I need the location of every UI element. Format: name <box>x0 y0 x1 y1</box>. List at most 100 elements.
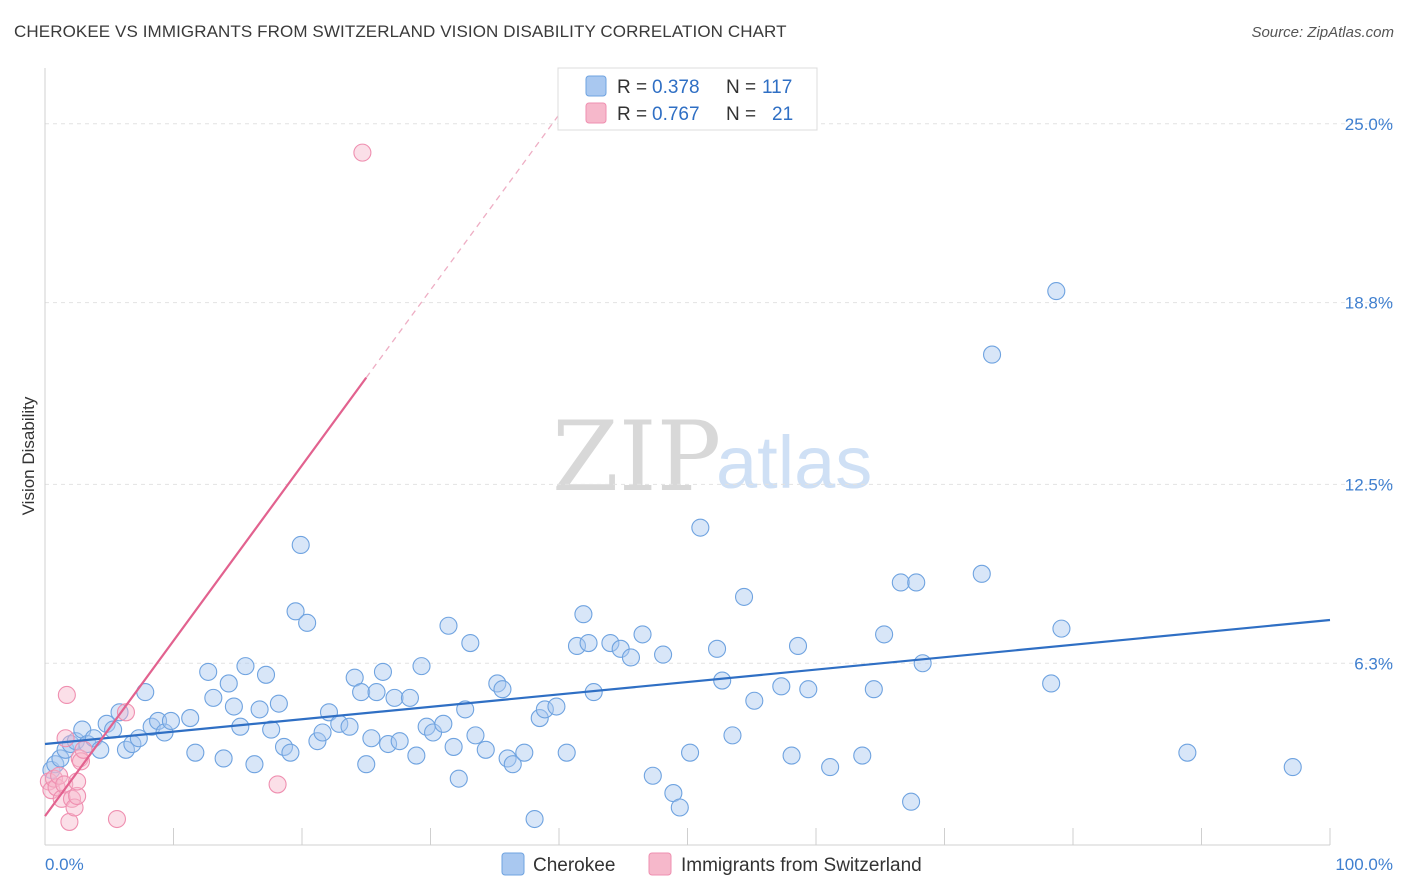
y-tick-label: 6.3% <box>1354 654 1393 673</box>
bottom-legend-label-cherokee: Cherokee <box>533 855 615 876</box>
data-point <box>291 535 310 555</box>
data-point <box>313 723 332 742</box>
data-point <box>574 605 593 624</box>
data-point <box>530 709 549 728</box>
data-point <box>400 688 419 707</box>
series-switzerland <box>39 143 372 831</box>
trend-line-cherokee <box>44 618 1331 746</box>
data-point <box>557 743 576 762</box>
y-tick-labels: 6.3% 12.5% 18.8% 25.0% <box>1345 115 1393 673</box>
data-point <box>821 758 840 777</box>
y-tick-label: 12.5% <box>1345 475 1393 494</box>
data-point <box>407 746 426 765</box>
data-point <box>434 714 453 733</box>
gridlines <box>45 123 1393 664</box>
source-label: Source: ZipAtlas.com <box>1251 24 1394 41</box>
data-point <box>503 755 522 774</box>
y-tick-label: 18.8% <box>1345 294 1393 313</box>
bottom-legend-label-switzerland: Immigrants from Switzerland <box>681 855 922 876</box>
legend-n-label-2: N = <box>726 104 756 125</box>
data-point <box>1042 674 1061 693</box>
data-point <box>972 564 991 583</box>
data-point <box>713 671 732 690</box>
data-point <box>57 685 76 705</box>
data-point <box>161 711 180 730</box>
data-point <box>362 729 381 748</box>
data-point <box>456 700 475 719</box>
watermark-zip: ZIP <box>552 401 721 513</box>
data-point <box>853 746 872 765</box>
data-point <box>268 775 287 794</box>
data-point <box>891 573 910 592</box>
data-point <box>340 717 359 736</box>
trend-line-switzerland <box>44 376 368 817</box>
data-point <box>256 665 276 684</box>
data-point <box>782 746 801 765</box>
data-point <box>902 792 921 811</box>
data-point <box>525 809 544 829</box>
legend: R = 0.378 N = 117 R = 0.767 N = 21 <box>557 67 818 131</box>
legend-swatch-cherokee <box>585 75 607 97</box>
data-point <box>864 680 883 699</box>
data-point <box>390 732 409 751</box>
data-point <box>379 734 398 754</box>
data-point <box>547 697 566 716</box>
data-point <box>353 143 372 162</box>
data-point <box>181 709 200 728</box>
data-point <box>298 613 317 632</box>
data-point <box>488 674 507 693</box>
trend-lines <box>44 108 1331 817</box>
bottom-legend-swatch-switzerland <box>648 852 672 876</box>
data-point <box>269 694 288 713</box>
data-point <box>56 729 75 748</box>
data-point <box>250 700 269 719</box>
data-point <box>633 625 652 644</box>
data-point <box>286 602 305 621</box>
data-point <box>449 769 468 788</box>
data-point <box>498 749 517 768</box>
data-point <box>670 798 689 817</box>
data-point <box>367 683 386 702</box>
data-point <box>224 697 243 716</box>
data-point <box>691 518 710 537</box>
data-point <box>723 726 742 745</box>
y-axis-label: Vision Disability <box>19 396 38 515</box>
data-point <box>50 766 69 785</box>
data-point <box>199 662 218 681</box>
data-point <box>535 700 554 719</box>
legend-swatch-switzerland <box>585 102 607 124</box>
legend-n-label-1: N = <box>726 77 756 98</box>
legend-n-value-2: 21 <box>772 104 793 125</box>
data-point <box>799 680 818 699</box>
trend-line-switzerland-extension <box>365 108 564 379</box>
data-point <box>357 755 376 774</box>
legend-r-label-1: R = <box>617 77 647 98</box>
legend-r-label-2: R = <box>617 104 647 125</box>
data-point <box>204 688 223 707</box>
x-tick-marks <box>173 828 1331 845</box>
data-point <box>643 766 662 785</box>
legend-r-value-1: 0.378 <box>652 77 700 98</box>
data-point <box>734 587 754 606</box>
data-point <box>708 639 727 658</box>
data-point <box>444 737 463 756</box>
bottom-legend: Cherokee Immigrants from Switzerland <box>501 852 922 876</box>
data-point <box>107 809 127 829</box>
data-point <box>913 654 932 673</box>
data-point <box>654 645 673 664</box>
data-point <box>1178 743 1197 762</box>
data-point <box>352 683 371 702</box>
data-point <box>601 634 620 653</box>
x-tick-label-max: 100.0% <box>1335 855 1393 874</box>
data-point <box>439 616 458 635</box>
data-point <box>65 798 84 817</box>
watermark: ZIP atlas <box>552 401 872 513</box>
data-point <box>567 636 587 655</box>
data-point <box>1047 282 1066 301</box>
data-point <box>412 657 431 676</box>
data-point <box>621 648 641 667</box>
data-point <box>281 743 300 762</box>
data-point <box>493 680 512 699</box>
data-point <box>982 345 1002 364</box>
